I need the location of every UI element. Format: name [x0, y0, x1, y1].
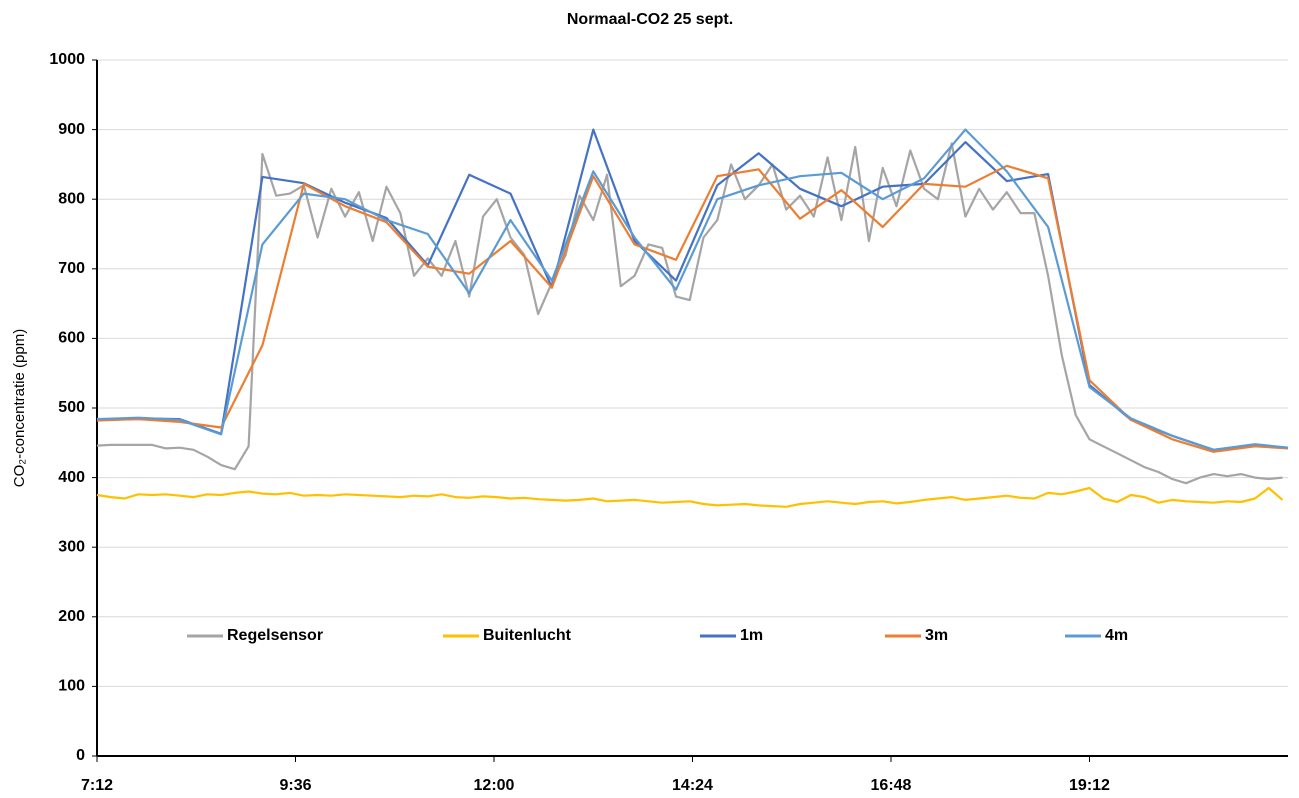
series-line [96, 128, 1289, 451]
series-line [96, 128, 1289, 451]
y-tick-label: 600 [58, 330, 85, 347]
x-tick-label: 19:12 [1069, 777, 1110, 794]
legend-label: 4m [1105, 627, 1128, 644]
y-tick-label: 700 [58, 260, 85, 277]
x-tick-label: 9:36 [279, 777, 311, 794]
y-tick-label: 500 [58, 399, 85, 416]
y-axis-label: CO₂-concentratie (ppm) [11, 329, 28, 487]
series-line [96, 142, 1283, 485]
y-tick-label: 400 [58, 469, 85, 486]
y-tick-label: 900 [58, 121, 85, 138]
x-tick-label: 7:12 [81, 777, 113, 794]
y-tick-label: 200 [58, 608, 85, 625]
y-tick-label: 1000 [49, 51, 85, 68]
legend-label: Buitenlucht [483, 627, 572, 644]
series-line [96, 486, 1284, 508]
y-tick-label: 300 [58, 538, 85, 555]
x-tick-label: 12:00 [474, 777, 515, 794]
legend-label: 3m [925, 627, 948, 644]
x-tick-label: 14:24 [672, 777, 713, 794]
y-tick-label: 0 [76, 747, 85, 764]
y-tick-label: 100 [58, 678, 85, 695]
legend-label: 1m [740, 627, 763, 644]
y-tick-label: 800 [58, 190, 85, 207]
legend-label: Regelsensor [227, 627, 323, 644]
x-tick-label: 16:48 [871, 777, 912, 794]
series-line [96, 164, 1289, 453]
chart-title: Normaal-CO2 25 sept. [567, 11, 733, 28]
